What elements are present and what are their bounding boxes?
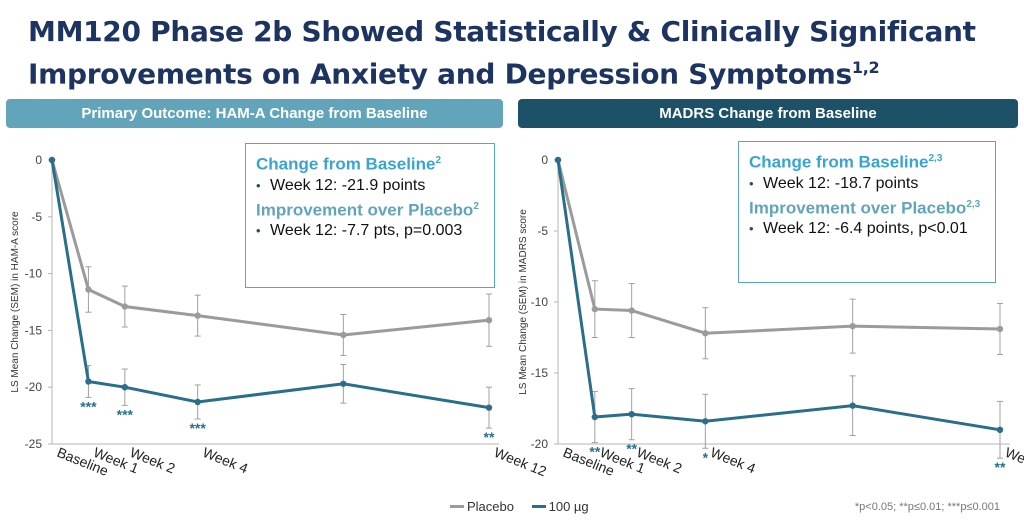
significance-marker: ** bbox=[995, 459, 1006, 475]
y-axis-label: LS Mean Change (SEM) in MADRS score bbox=[518, 209, 529, 395]
ham-a-callout-box: Change from Baseline2 Week 12: -21.9 poi… bbox=[245, 143, 495, 288]
data-point bbox=[48, 156, 56, 164]
y-tick-label: -5 bbox=[31, 210, 42, 224]
data-point bbox=[85, 286, 92, 293]
y-tick-label: -20 bbox=[25, 380, 43, 394]
data-point bbox=[340, 380, 347, 387]
callout-heading-improvement: Improvement over Placebo2,3 bbox=[749, 198, 981, 218]
x-tick-label: Week 4 bbox=[708, 444, 758, 477]
significance-marker: *** bbox=[80, 398, 97, 414]
legend-label-treatment: 100 µg bbox=[548, 499, 589, 514]
data-point bbox=[194, 312, 201, 319]
y-axis-label: LS Mean Change (SEM) in HAM-A score bbox=[10, 211, 21, 393]
series-line bbox=[50, 159, 490, 410]
madrs-chart: 0 -5 -10 -15 -20 LS Mean Change (SEM) in MADR… bbox=[518, 153, 1024, 480]
y-tick-label: -10 bbox=[531, 295, 549, 309]
data-point bbox=[485, 404, 493, 411]
data-point bbox=[121, 303, 129, 310]
callout-heading-improvement: Improvement over Placebo2 bbox=[256, 200, 479, 220]
left-panel-banner: Primary Outcome: HAM-A Change from Basel… bbox=[6, 99, 503, 128]
series-line bbox=[556, 159, 1001, 335]
data-point bbox=[996, 426, 1004, 433]
x-tick-label: Week 12 bbox=[1003, 444, 1024, 480]
legend-item-placebo: Placebo bbox=[450, 499, 514, 514]
legend-swatch-treatment bbox=[531, 505, 546, 508]
data-point bbox=[340, 331, 347, 339]
callout-heading-change: Change from Baseline2,3 bbox=[749, 152, 943, 172]
significance-footnote: *p<0.05; **p≤0.01; ***p≤0.001 bbox=[854, 501, 1000, 513]
slide-title-text: MM120 Phase 2b Showed Statistically & Cl… bbox=[28, 15, 976, 91]
callout-bullet-improvement: Week 12: -7.7 pts, p=0.003 bbox=[256, 220, 484, 241]
data-point bbox=[702, 418, 709, 425]
data-point bbox=[628, 307, 635, 314]
data-point bbox=[849, 322, 856, 330]
legend-swatch-placebo bbox=[450, 505, 464, 508]
y-tick-label: -15 bbox=[531, 366, 549, 380]
y-tick-label: -10 bbox=[25, 267, 43, 281]
legend-item-treatment: 100 µg bbox=[531, 499, 589, 514]
y-tick-label: -15 bbox=[25, 323, 43, 337]
callout-bullet-change: Week 12: -21.9 points bbox=[256, 175, 484, 196]
x-tick-label: Week 4 bbox=[201, 444, 251, 477]
data-point bbox=[996, 325, 1004, 333]
data-point bbox=[85, 378, 92, 385]
data-point bbox=[591, 413, 599, 421]
data-point bbox=[591, 305, 599, 313]
chart-legend: Placebo 100 µg bbox=[450, 496, 603, 514]
data-point bbox=[194, 398, 201, 406]
y-tick-label: -20 bbox=[531, 437, 549, 451]
data-point bbox=[849, 402, 856, 409]
slide-title-superscript: 1,2 bbox=[851, 58, 880, 77]
right-panel-banner: MADRS Change from Baseline bbox=[518, 99, 1018, 128]
significance-marker: ** bbox=[589, 444, 600, 460]
data-point bbox=[702, 330, 709, 337]
y-tick-label: 0 bbox=[541, 153, 548, 167]
y-tick-label: -25 bbox=[25, 437, 43, 451]
data-point bbox=[628, 410, 635, 418]
data-point bbox=[121, 384, 129, 391]
series-line bbox=[556, 159, 1001, 432]
significance-marker: *** bbox=[189, 420, 206, 436]
significance-marker: *** bbox=[117, 406, 134, 422]
significance-marker: ** bbox=[484, 429, 495, 445]
series-line bbox=[50, 159, 490, 337]
significance-marker: * bbox=[703, 449, 709, 465]
data-point bbox=[554, 156, 562, 164]
callout-heading-change: Change from Baseline2 bbox=[256, 154, 442, 174]
callout-bullet-change: Week 12: -18.7 points bbox=[749, 173, 985, 194]
madrs-callout-box: Change from Baseline2,3 Week 12: -18.7 p… bbox=[738, 141, 996, 283]
legend-label-placebo: Placebo bbox=[467, 499, 514, 514]
slide-title: MM120 Phase 2b Showed Statistically & Cl… bbox=[28, 14, 1008, 92]
callout-bullet-improvement: Week 12: -6.4 points, p<0.01 bbox=[749, 218, 985, 239]
y-tick-label: 0 bbox=[35, 153, 42, 167]
y-tick-label: -5 bbox=[537, 224, 548, 238]
significance-marker: ** bbox=[626, 441, 637, 457]
data-point bbox=[485, 316, 493, 324]
